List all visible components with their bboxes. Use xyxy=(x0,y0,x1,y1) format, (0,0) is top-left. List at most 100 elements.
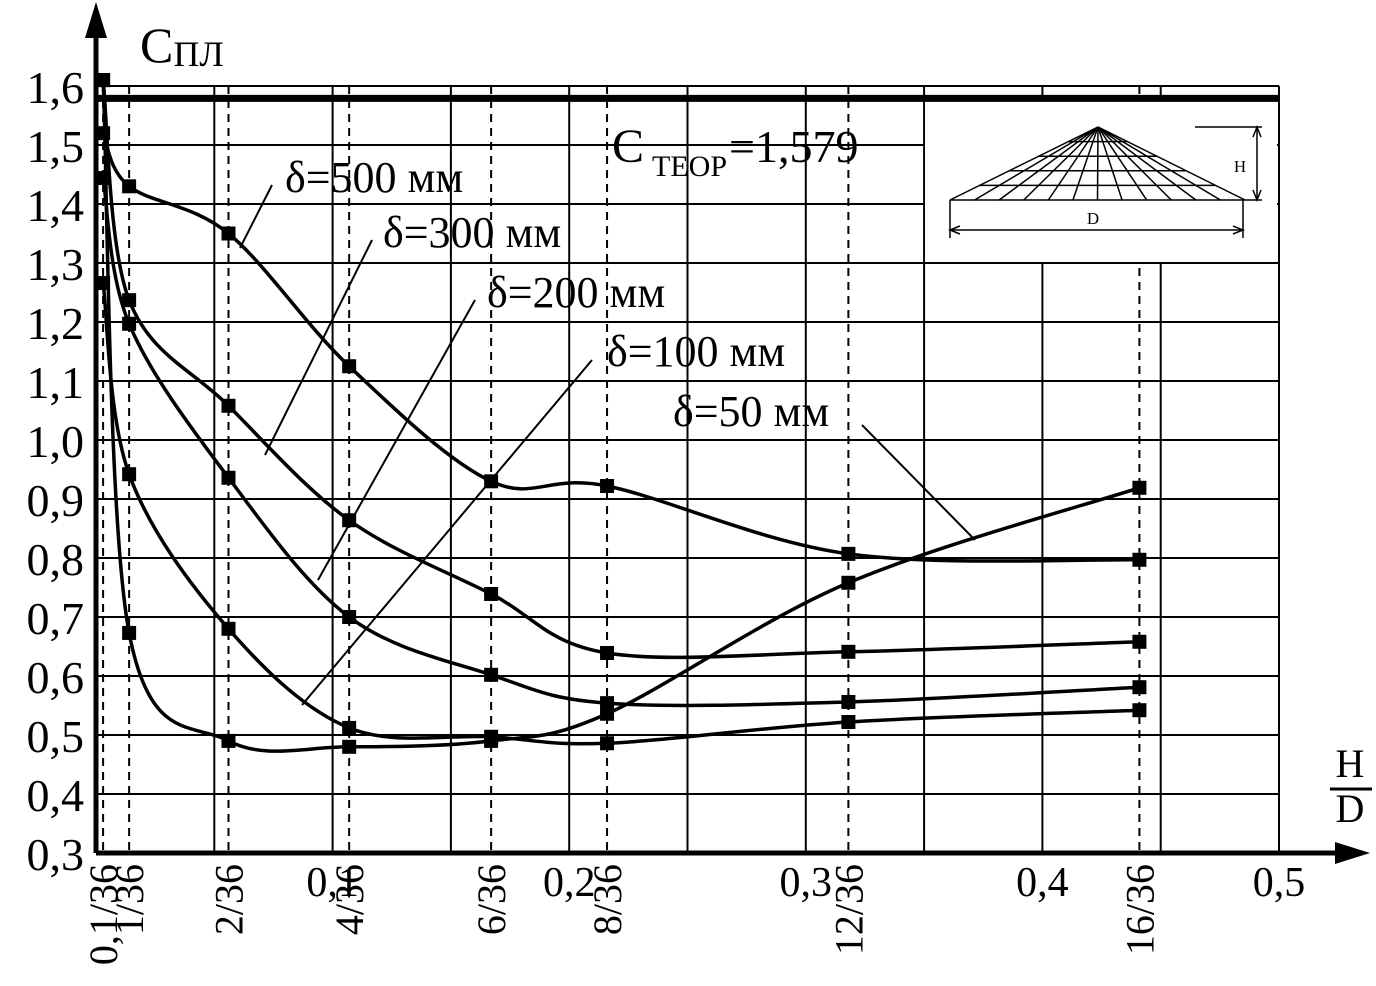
x-label-denominator: D xyxy=(1336,786,1365,831)
series-leader-line xyxy=(264,239,373,456)
series-marker xyxy=(600,645,615,660)
series-marker xyxy=(841,715,856,730)
series-marker xyxy=(122,316,137,331)
x-tick-label: 0,5 xyxy=(1253,860,1306,906)
series-marker xyxy=(841,546,856,561)
series-marker xyxy=(342,720,357,735)
series-marker xyxy=(600,479,615,494)
series-marker xyxy=(221,470,236,485)
x-fraction-tick-label: 1/36 xyxy=(107,864,152,935)
series-marker xyxy=(1132,703,1147,718)
series-marker xyxy=(122,467,137,482)
series-marker xyxy=(221,226,236,241)
y-label-symbol: C xyxy=(140,17,173,73)
series-label: δ=500 мм xyxy=(285,153,463,202)
y-tick-label: 0,4 xyxy=(27,770,85,821)
inset-arrow xyxy=(947,225,1246,235)
series-marker xyxy=(122,625,137,640)
series-label: δ=100 мм xyxy=(607,327,785,376)
y-tick-label: 1,1 xyxy=(27,357,85,408)
series-leader-line xyxy=(239,184,273,249)
y-tick-label: 1,5 xyxy=(27,121,85,172)
reference-subscript: ТЕОР xyxy=(652,150,727,183)
inset-radial-line xyxy=(998,126,1099,201)
y-tick-label: 0,5 xyxy=(27,711,85,762)
y-tick-label: 0,8 xyxy=(27,534,85,585)
series-marker xyxy=(841,694,856,709)
y-tick-label: 1,2 xyxy=(27,298,85,349)
y-tick-label: 0,6 xyxy=(27,652,85,703)
series-marker xyxy=(484,667,499,682)
inset-radial-line xyxy=(1047,126,1099,201)
x-tick-label: 0,1 xyxy=(306,860,359,906)
x-fraction-tick-label: 2/36 xyxy=(206,864,251,935)
series-label: δ=200 мм xyxy=(487,268,665,317)
series-marker xyxy=(1132,480,1147,495)
inset-background xyxy=(925,100,1277,262)
series-marker xyxy=(600,706,615,721)
x-fraction-tick-label: 16/36 xyxy=(1117,864,1162,955)
y-tick-label: 1,0 xyxy=(27,416,85,467)
y-label-subscript: ПЛ xyxy=(173,34,223,74)
series-marker xyxy=(96,73,111,88)
inset-arrow xyxy=(1252,124,1262,203)
x-tick-label: 0,4 xyxy=(1016,860,1069,906)
series-marker xyxy=(600,736,615,751)
series-leader-line xyxy=(301,359,593,706)
series-marker xyxy=(1132,552,1147,567)
series-marker xyxy=(1132,634,1147,649)
inset-radial-line xyxy=(949,126,1099,201)
x-label-numerator: H xyxy=(1336,741,1365,786)
series-label: δ=50 мм xyxy=(673,387,829,436)
series-leader-line xyxy=(861,424,976,541)
x-axis-arrow xyxy=(1335,842,1370,864)
y-tick-label: 0,7 xyxy=(27,593,85,644)
inset-radial-line xyxy=(1097,126,1221,201)
x-fraction-tick-label: 4/36 xyxy=(327,864,372,935)
reference-value-label: =1,579 xyxy=(729,121,858,172)
series-marker xyxy=(221,733,236,748)
series-marker xyxy=(342,739,357,754)
y-axis-label: CПЛ xyxy=(140,17,224,74)
x-tick-label: 0,2 xyxy=(543,860,596,906)
grid xyxy=(96,85,1280,854)
plot xyxy=(96,73,1279,754)
inset-height-label: H xyxy=(1234,157,1246,176)
y-axis-arrow xyxy=(85,2,107,38)
y-tick-label: 1,4 xyxy=(27,180,85,231)
inset-diameter-label: D xyxy=(1087,209,1099,228)
inset-radial-line xyxy=(1097,126,1172,201)
series-leader-line xyxy=(317,299,476,581)
series-marker xyxy=(122,293,137,308)
inset-radial-line xyxy=(1072,126,1099,201)
x-fraction-tick-label: 0,1/36 xyxy=(81,864,126,965)
y-tick-label: 0,3 xyxy=(27,829,85,880)
y-tick-label: 1,3 xyxy=(27,239,85,290)
inset-radial-line xyxy=(1097,126,1123,201)
series-label: δ=300 мм xyxy=(383,208,561,257)
series-marker xyxy=(221,398,236,413)
reference-label: C ТЕОР=1,579 xyxy=(612,120,858,183)
series-marker xyxy=(841,575,856,590)
series-marker xyxy=(221,621,236,636)
series-line xyxy=(101,132,1140,563)
x-fraction-tick-label: 8/36 xyxy=(585,864,630,935)
y-tick-label: 1,6 xyxy=(27,62,85,113)
x-fraction-tick-label: 12/36 xyxy=(826,864,871,955)
x-tick-label: 0,3 xyxy=(780,860,833,906)
inset-radial-line xyxy=(1023,126,1099,201)
inset-radial-line xyxy=(1097,126,1148,201)
series-marker xyxy=(342,359,357,374)
series-marker xyxy=(122,179,137,194)
inset-radial-line xyxy=(974,126,1099,201)
inset-radial-line xyxy=(1097,126,1197,201)
y-tick-label: 0,9 xyxy=(27,475,85,526)
inset-radial-line xyxy=(1097,126,1246,201)
series-marker xyxy=(484,733,499,748)
series-marker xyxy=(600,696,615,711)
x-fraction-tick-label: 6/36 xyxy=(469,864,514,935)
inset-radial-line xyxy=(1096,126,1099,201)
reference-symbol: C xyxy=(612,120,644,173)
series-marker xyxy=(1132,680,1147,695)
